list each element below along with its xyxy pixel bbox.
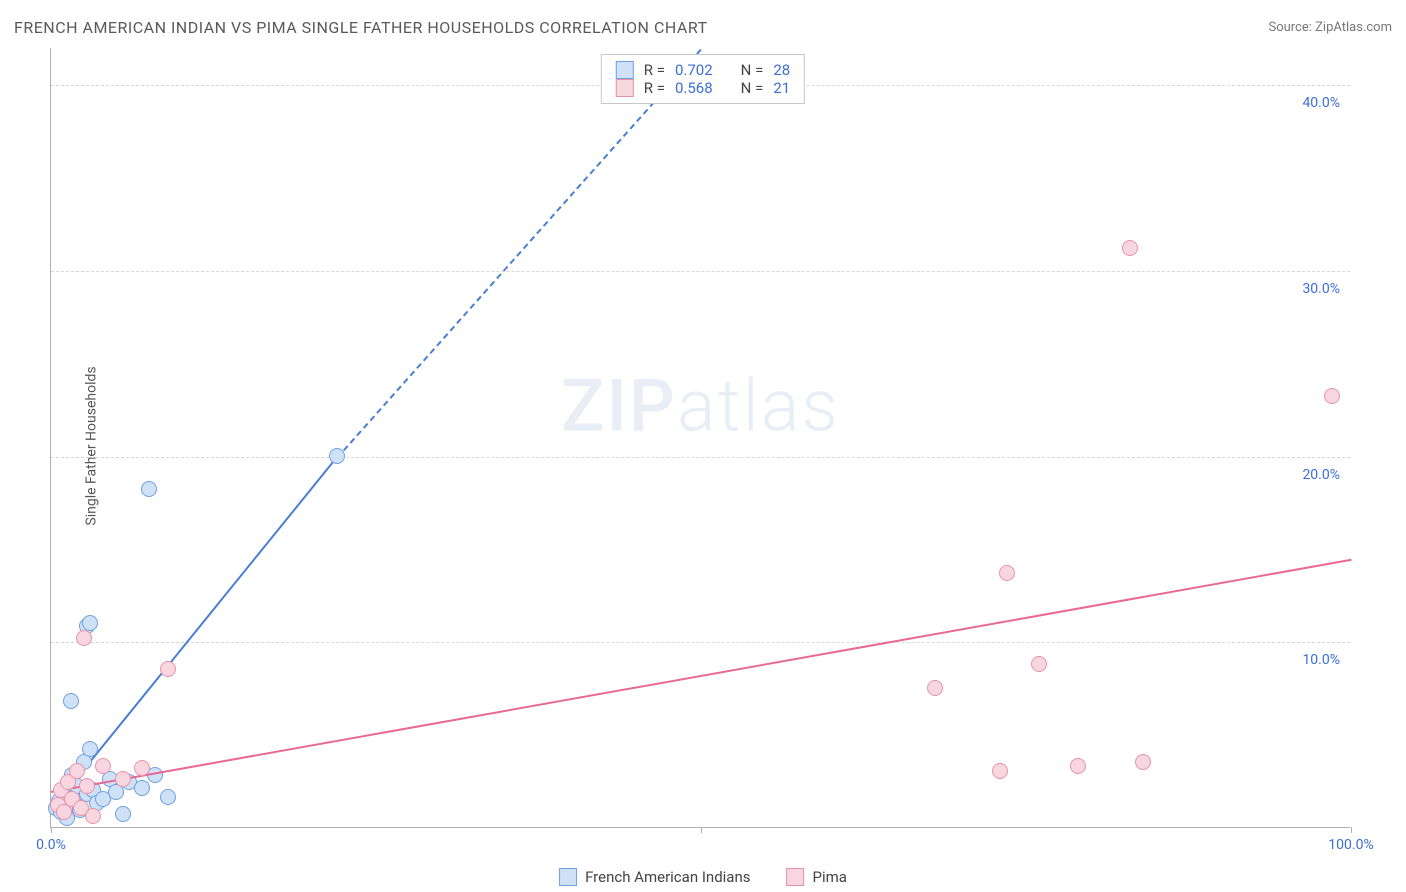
legend-series: French American Indians Pima <box>551 868 855 886</box>
data-point <box>79 778 95 794</box>
data-point <box>85 808 101 824</box>
x-tick-label: 100.0% <box>1328 837 1373 853</box>
trend-line <box>50 457 338 811</box>
data-point <box>927 680 943 696</box>
y-tick-label: 40.0% <box>1302 95 1340 111</box>
legend-row: R =0.568N =21 <box>616 79 790 97</box>
data-point <box>1324 388 1340 404</box>
legend-swatch <box>559 868 577 886</box>
legend-entry: Pima <box>786 868 846 886</box>
r-value: 0.702 <box>675 61 713 79</box>
gridline-h <box>51 457 1350 458</box>
legend-swatch <box>786 868 804 886</box>
source-label: Source: ZipAtlas.com <box>1268 20 1392 35</box>
y-tick-label: 10.0% <box>1302 652 1340 668</box>
source-link[interactable]: ZipAtlas.com <box>1315 20 1392 35</box>
data-point <box>115 806 131 822</box>
data-point <box>160 661 176 677</box>
trend-line <box>336 48 701 458</box>
r-value: 0.568 <box>675 79 713 97</box>
data-point <box>1135 754 1151 770</box>
trend-line <box>51 559 1351 793</box>
y-tick-label: 20.0% <box>1302 467 1340 483</box>
data-point <box>329 448 345 464</box>
title-bar: FRENCH AMERICAN INDIAN VS PIMA SINGLE FA… <box>14 18 1392 37</box>
data-point <box>69 763 85 779</box>
scatter-plot: ZIPatlas 10.0%20.0%30.0%40.0%0.0%100.0% <box>50 48 1350 828</box>
n-value: 28 <box>773 61 790 79</box>
data-point <box>1070 758 1086 774</box>
data-point <box>76 630 92 646</box>
watermark: ZIPatlas <box>561 364 840 449</box>
x-tick-label: 0.0% <box>36 837 66 853</box>
data-point <box>95 758 111 774</box>
legend-row: R =0.702N =28 <box>616 61 790 79</box>
gridline-h <box>51 642 1350 643</box>
data-point <box>82 741 98 757</box>
data-point <box>141 481 157 497</box>
chart-title: FRENCH AMERICAN INDIAN VS PIMA SINGLE FA… <box>14 18 708 37</box>
data-point <box>160 789 176 805</box>
series-name: Pima <box>812 868 846 886</box>
data-point <box>82 615 98 631</box>
legend-swatch <box>616 79 634 97</box>
data-point <box>63 693 79 709</box>
data-point <box>1122 240 1138 256</box>
x-tick <box>1351 827 1352 833</box>
data-point <box>134 780 150 796</box>
x-tick <box>701 827 702 833</box>
legend-entry: French American Indians <box>559 868 750 886</box>
series-name: French American Indians <box>585 868 750 886</box>
data-point <box>115 771 131 787</box>
data-point <box>992 763 1008 779</box>
data-point <box>134 760 150 776</box>
n-value: 21 <box>773 79 790 97</box>
gridline-h <box>51 271 1350 272</box>
y-tick-label: 30.0% <box>1302 281 1340 297</box>
legend-swatch <box>616 61 634 79</box>
x-tick <box>51 827 52 833</box>
data-point <box>999 565 1015 581</box>
data-point <box>1031 656 1047 672</box>
legend-correlation: R =0.702N =28R =0.568N =21 <box>601 54 805 104</box>
